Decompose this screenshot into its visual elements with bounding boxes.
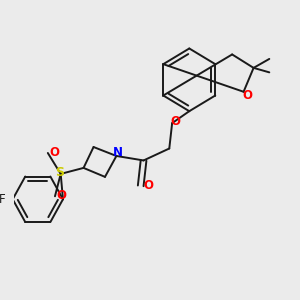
Text: O: O [242,89,252,102]
Text: O: O [49,146,59,159]
Text: O: O [56,189,66,202]
Text: F: F [0,193,5,206]
Text: O: O [144,179,154,192]
Text: N: N [112,146,123,160]
Text: S: S [55,166,64,179]
Text: O: O [171,115,181,128]
